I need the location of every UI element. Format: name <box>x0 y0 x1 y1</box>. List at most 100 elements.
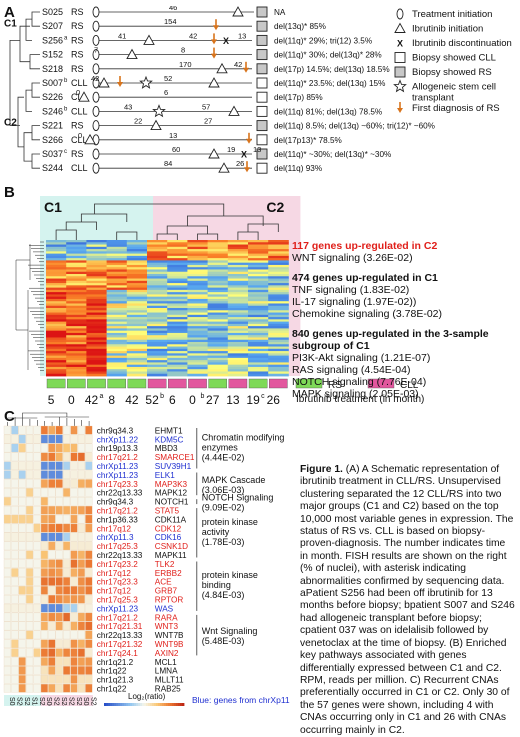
cna-cell <box>85 550 93 560</box>
heatmap-cell <box>167 294 188 298</box>
cna-cell <box>85 541 93 551</box>
heatmap-cell <box>268 242 289 245</box>
heatmap-cell <box>86 353 107 356</box>
patient-id: S226 <box>42 92 63 102</box>
heatmap-cell <box>167 260 188 264</box>
heatmap-cell <box>147 348 168 352</box>
cna-cell <box>85 479 93 488</box>
cna-cell <box>48 630 56 640</box>
heatmap-cell <box>86 269 107 273</box>
cna-cell <box>77 675 85 684</box>
chromosome-location: chr17q12 <box>97 569 132 578</box>
cna-cell <box>85 666 93 675</box>
heatmap-cell <box>187 274 208 277</box>
legend-label: Ibrutinib initiation <box>412 24 483 35</box>
heatmap-cell <box>147 249 168 252</box>
pathway-pvalue: (5.48E-03) <box>202 636 245 646</box>
cna-cell <box>70 505 78 515</box>
cna-cell <box>48 666 56 675</box>
cna-cell <box>70 470 78 479</box>
cna-cell <box>18 648 26 657</box>
heatmap-cell <box>207 280 229 284</box>
sample-type-bar <box>46 378 66 389</box>
heatmap-cell <box>46 249 67 252</box>
cna-cell <box>3 514 11 524</box>
heatmap-cell <box>167 287 188 291</box>
heatmap-cell <box>147 335 168 338</box>
heatmap-cell <box>147 258 168 261</box>
heatmap-cell <box>66 280 87 284</box>
heatmap-cell <box>66 364 87 368</box>
heatmap-cell <box>248 301 269 304</box>
cna-cell <box>77 568 85 577</box>
heatmap-cell <box>46 262 67 266</box>
heatmap-cell <box>46 240 67 243</box>
heatmap-cell <box>106 258 128 261</box>
heatmap-cell <box>86 332 107 336</box>
heatmap-cell <box>227 346 249 350</box>
heatmap-cell <box>227 240 249 243</box>
heatmap-cell <box>147 244 168 248</box>
cna-cell <box>18 559 26 568</box>
heatmap-cell <box>187 310 208 313</box>
ibrutinib-month: 0 <box>189 393 196 406</box>
cna-cell <box>11 594 19 604</box>
patient-biopsy-type: RS <box>71 7 84 17</box>
heatmap-cell <box>147 303 168 307</box>
heatmap-cell <box>248 319 269 322</box>
cna-cell <box>55 452 63 462</box>
cna-cell <box>55 497 63 506</box>
log-ratio-colorbar <box>170 703 173 706</box>
treatment-initiation-icon <box>92 63 100 75</box>
cna-cell <box>63 666 71 675</box>
sample-type-bar <box>167 378 187 389</box>
heatmap-cell <box>187 323 208 327</box>
heatmap-cell <box>66 328 87 332</box>
cna-cell <box>63 559 71 568</box>
heatmap-cell <box>227 260 249 264</box>
heatmap-cell <box>268 314 289 318</box>
heatmap-cell <box>187 351 208 354</box>
cna-cell <box>63 470 71 479</box>
heatmap-cell <box>147 323 168 327</box>
heatmap-cell <box>268 328 289 332</box>
heatmap-cell <box>187 278 208 282</box>
cna-cell <box>48 603 56 613</box>
heatmap-cell <box>106 240 128 243</box>
heatmap-cell <box>86 328 107 332</box>
heatmap-cell <box>248 369 269 372</box>
log-ratio-colorbar <box>126 703 129 706</box>
pathway-pvalue: (4.84E-03) <box>202 590 245 600</box>
heatmap-cell <box>86 348 107 352</box>
cna-cell <box>48 452 56 462</box>
heatmap-cell <box>268 294 289 298</box>
chromosome-location: chr17q21.2 <box>97 507 138 516</box>
heatmap-cell <box>147 294 168 298</box>
chromosome-location: chr9q34.3 <box>97 426 134 435</box>
heatmap-cell <box>147 274 168 277</box>
heatmap-cell <box>106 260 128 264</box>
gene-name: MAPK12 <box>155 489 188 498</box>
cna-cell <box>11 541 19 551</box>
figure-caption: Figure 1. (A) A Schematic representation… <box>300 464 516 737</box>
log-ratio-colorbar <box>176 703 179 706</box>
pathway-label: MAPK Cascade <box>202 475 266 485</box>
heatmap-cell <box>126 240 148 243</box>
heatmap-cell <box>66 296 87 300</box>
heatmap-cell <box>66 242 87 245</box>
cna-cell <box>26 434 34 444</box>
dendrogram-branch <box>31 153 40 169</box>
heatmap-cell <box>86 355 107 359</box>
heatmap-cell <box>86 373 107 377</box>
heatmap-cell <box>106 355 128 359</box>
heatmap-cell <box>268 285 289 288</box>
heatmap-cell <box>207 274 229 277</box>
cna-cell <box>3 452 11 462</box>
cna-cell <box>70 425 78 435</box>
chromosome-location: chr17q12 <box>97 524 132 533</box>
heatmap-cell <box>86 360 107 363</box>
heatmap-cell <box>147 373 168 377</box>
heatmap-cell <box>66 249 87 252</box>
cna-cell <box>18 630 26 640</box>
heatmap-cell <box>268 255 289 259</box>
